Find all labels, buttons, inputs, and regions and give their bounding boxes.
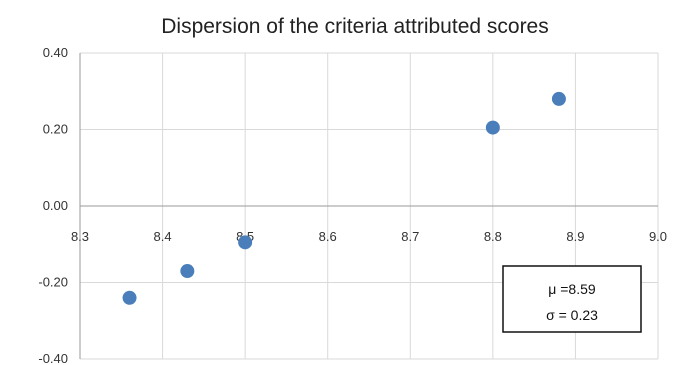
y-tick-label: -0.20 — [38, 275, 68, 290]
x-tick-label: 8.9 — [566, 229, 584, 244]
data-point — [485, 120, 500, 135]
data-point — [122, 290, 137, 305]
x-tick-label: 9.0 — [649, 229, 667, 244]
tick-labels: 0.400.200.00-0.20-0.408.38.48.58.68.78.8… — [38, 45, 667, 365]
x-tick-label: 8.6 — [319, 229, 337, 244]
y-tick-label: -0.40 — [38, 351, 68, 365]
data-points — [122, 91, 566, 305]
x-tick-label: 8.7 — [401, 229, 419, 244]
x-tick-label: 8.8 — [484, 229, 502, 244]
data-point — [551, 91, 566, 106]
mean-label: μ =8.59 — [548, 281, 596, 297]
chart-title: Dispersion of the criteria attributed sc… — [161, 15, 549, 38]
x-tick-label: 8.3 — [71, 229, 89, 244]
y-tick-label: 0.40 — [43, 45, 68, 60]
data-point — [238, 235, 253, 250]
x-tick-label: 8.4 — [154, 229, 172, 244]
chart-axes — [79, 53, 658, 359]
stats-box: μ =8.59 σ = 0.23 — [502, 265, 642, 333]
y-tick-label: 0.20 — [43, 122, 68, 137]
y-tick-label: 0.00 — [43, 198, 68, 213]
stats-box-frame — [502, 265, 642, 333]
data-point — [180, 264, 195, 279]
sd-label: σ = 0.23 — [546, 307, 598, 323]
